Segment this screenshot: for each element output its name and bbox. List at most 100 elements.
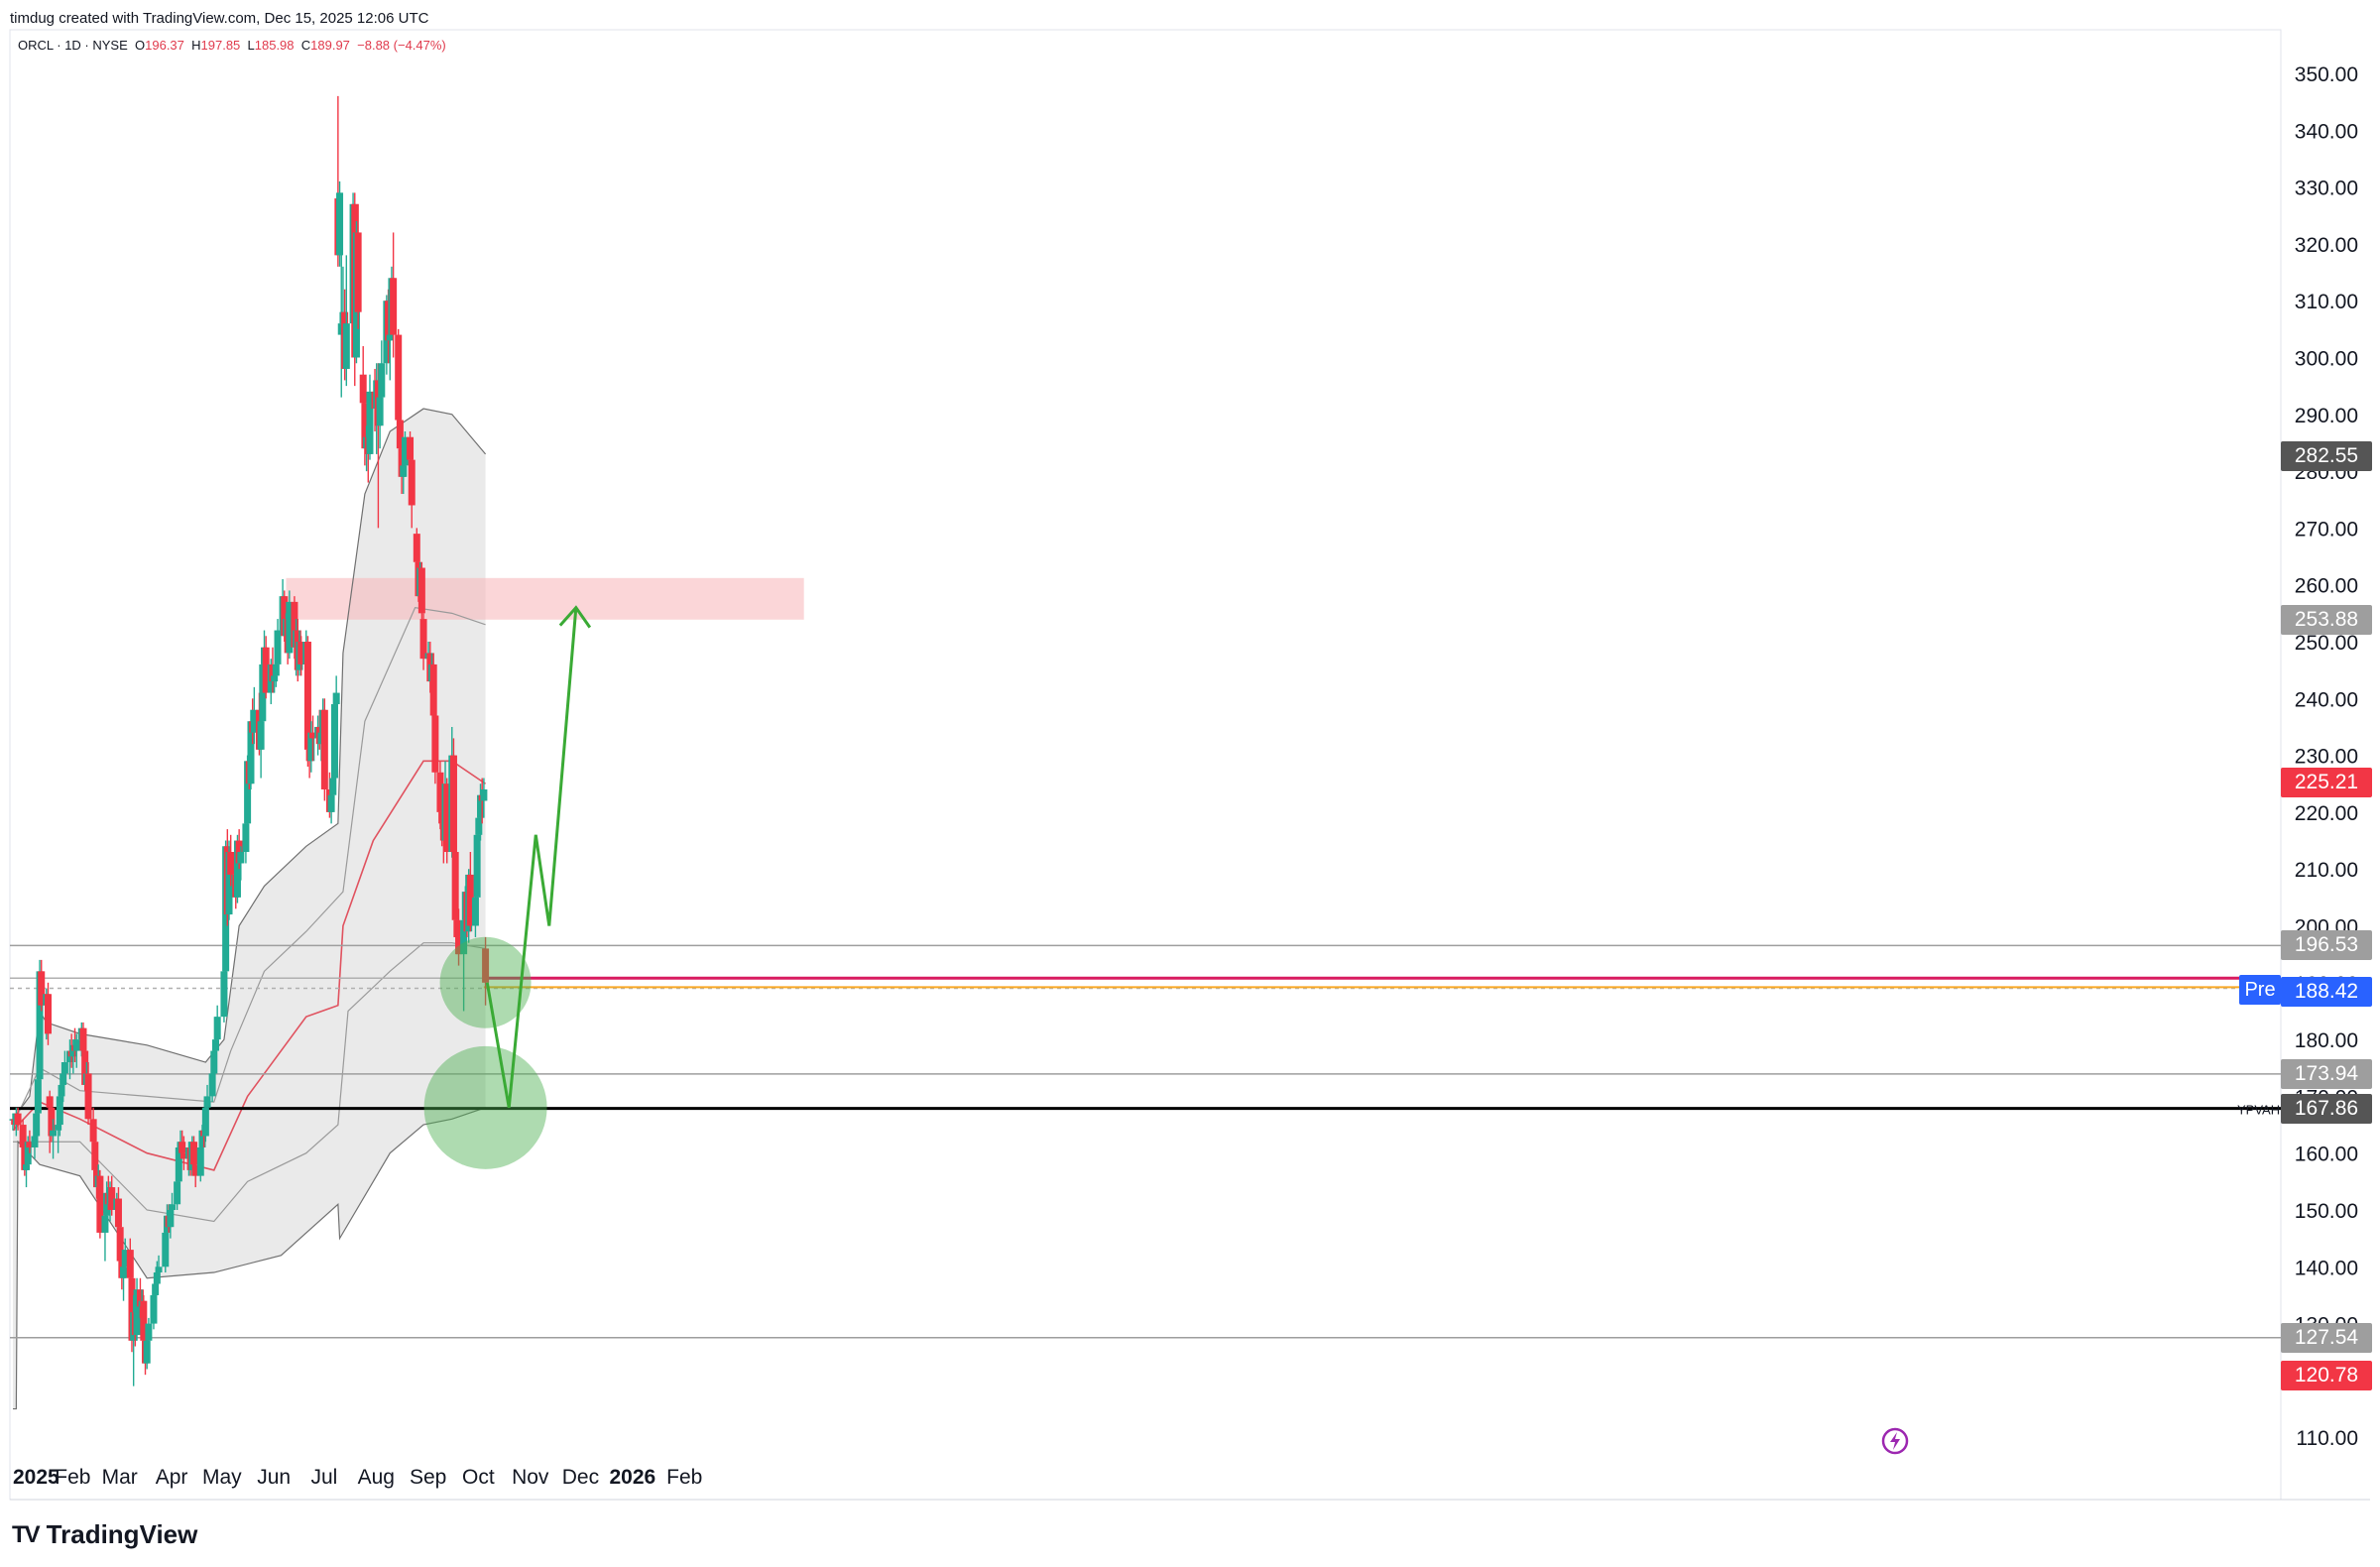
candle-body [60, 1073, 67, 1085]
price-label: 225.21 [2281, 768, 2372, 798]
y-tick-label: 290.00 [2295, 405, 2358, 427]
ypvah-line-label: YPVAH [2237, 1103, 2280, 1118]
candle-body [431, 715, 439, 773]
y-tick-label: 320.00 [2295, 234, 2358, 257]
candle-body [471, 897, 479, 926]
candle-body [152, 1283, 160, 1295]
candle-body [136, 1289, 144, 1307]
candle-body [436, 772, 444, 812]
x-tick-label: Jul [310, 1466, 337, 1489]
y-tick-label: 180.00 [2295, 1029, 2358, 1052]
target-circle [423, 1045, 547, 1169]
candle-body [116, 1227, 124, 1262]
low-value: 185.98 [254, 38, 295, 53]
candle-body [14, 1113, 22, 1126]
candle-body [354, 232, 362, 312]
candle-body [44, 994, 52, 1034]
candle-body [449, 755, 457, 853]
candle-body [34, 1079, 42, 1114]
candle-body [140, 1300, 148, 1341]
candle-body [257, 721, 265, 750]
candle-body [407, 436, 415, 460]
candle-body [455, 936, 463, 955]
band-line-inner_upper [12, 606, 486, 1126]
x-tick-label: May [202, 1466, 242, 1489]
high-label: H [191, 38, 201, 53]
candle-body [31, 1136, 39, 1147]
projection-arrowhead [558, 605, 592, 629]
candle-body [443, 784, 451, 853]
candle-body [89, 1119, 97, 1143]
y-tick-label: 210.00 [2295, 859, 2358, 882]
candle-body [120, 1266, 128, 1278]
candle-body [50, 1130, 58, 1137]
y-tick-label: 250.00 [2295, 632, 2358, 655]
band-line-middle [12, 760, 487, 1171]
candle-body [466, 874, 474, 926]
candle-body [210, 1050, 218, 1074]
candle-body [162, 1232, 170, 1267]
x-tick-label: Apr [156, 1466, 188, 1489]
x-tick-label: Mar [102, 1466, 138, 1489]
candle-body [250, 709, 258, 733]
change-value: −8.88 (−4.47%) [357, 38, 446, 53]
candle-body [386, 334, 394, 341]
tradingview-brand[interactable]: TV TradingView [12, 1519, 197, 1550]
y-tick-label: 160.00 [2295, 1144, 2358, 1166]
candle-body [179, 1152, 187, 1159]
candle-body [33, 1113, 41, 1137]
x-tick-label: Dec [562, 1466, 599, 1489]
candle-body [271, 675, 279, 682]
y-tick-label: 270.00 [2295, 518, 2358, 541]
price-label: 127.54 [2281, 1322, 2372, 1353]
candle-body [361, 403, 369, 449]
candle-body [191, 1164, 199, 1176]
close-label: C [300, 38, 311, 53]
y-tick-label: 300.00 [2295, 348, 2358, 371]
x-tick-label: Feb [666, 1466, 702, 1489]
candle-body [108, 1187, 116, 1210]
candle-body [133, 1289, 141, 1336]
candle-body [26, 1142, 34, 1147]
candle-body [378, 363, 386, 398]
y-tick-label: 230.00 [2295, 746, 2358, 769]
candle-body [91, 1142, 99, 1170]
candle-body [475, 817, 483, 835]
x-tick-label: 2026 [609, 1466, 655, 1489]
x-tick-label: Aug [358, 1466, 395, 1489]
candle-body [242, 823, 250, 853]
candle-body [150, 1294, 158, 1324]
candle-body [298, 642, 305, 664]
high-value: 197.85 [200, 38, 241, 53]
candle-body [307, 732, 315, 762]
lightning-icon[interactable] [1880, 1426, 1910, 1456]
candle-body [145, 1323, 153, 1341]
price-label: 188.42 [2281, 976, 2372, 1007]
candle-body [174, 1181, 181, 1205]
candle-body [126, 1250, 134, 1278]
price-label: 173.94 [2281, 1058, 2372, 1089]
x-tick-label: Feb [55, 1466, 90, 1489]
candle-body [208, 1073, 216, 1097]
candle-body [233, 840, 241, 898]
candle-body [303, 642, 311, 750]
candle-body [482, 948, 490, 983]
candle-body [359, 374, 367, 404]
symbol-ohlc-legend: ORCL · 1D · NYSE O196.37 H197.85 L185.98… [18, 38, 446, 53]
x-tick-label: Sep [410, 1466, 446, 1489]
band-fill [13, 409, 486, 1409]
candle-body [55, 1125, 62, 1131]
candle-body [143, 1340, 151, 1364]
candle-body [390, 278, 398, 335]
candle-body [46, 1096, 54, 1108]
candle-body [175, 1146, 182, 1182]
candle-body [196, 1146, 204, 1176]
y-tick-label: 140.00 [2295, 1257, 2358, 1279]
candle-body [429, 663, 437, 716]
candle-body [320, 709, 328, 789]
candle-body [329, 778, 337, 795]
candle-body [451, 852, 459, 920]
candle-body [336, 192, 344, 256]
brand-name: TradingView [46, 1519, 198, 1549]
